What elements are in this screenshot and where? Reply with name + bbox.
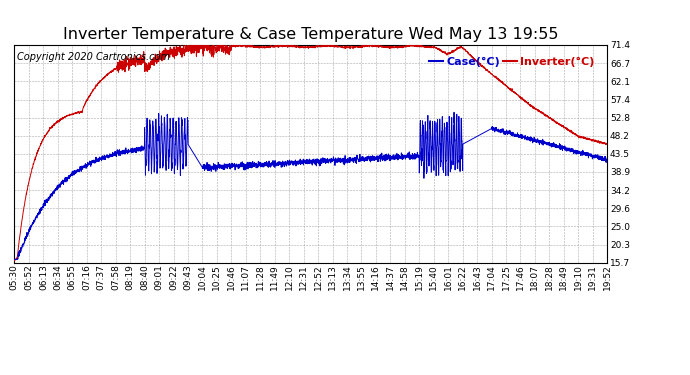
Text: Copyright 2020 Cartronics.com: Copyright 2020 Cartronics.com — [17, 51, 170, 62]
Title: Inverter Temperature & Case Temperature Wed May 13 19:55: Inverter Temperature & Case Temperature … — [63, 27, 558, 42]
Legend: Case(°C), Inverter(°C): Case(°C), Inverter(°C) — [425, 53, 599, 72]
